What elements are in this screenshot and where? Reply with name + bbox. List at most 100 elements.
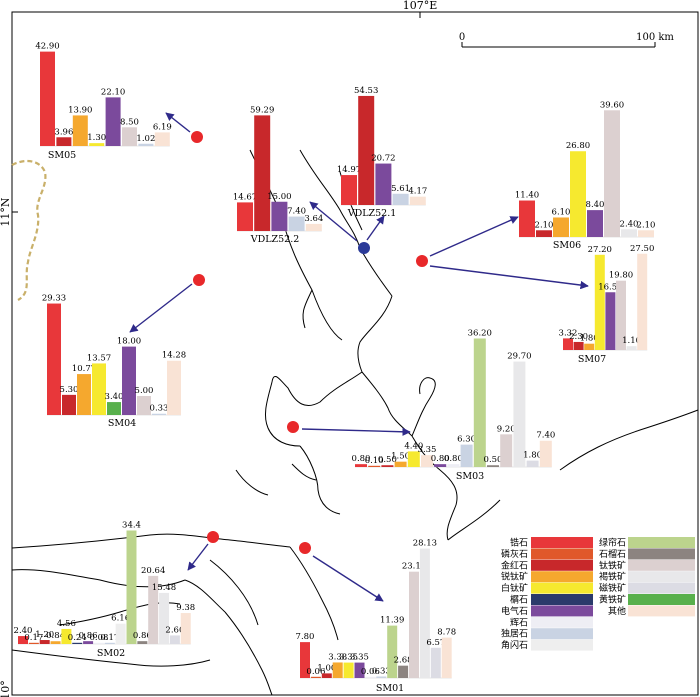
bar-value-label: 2.10 — [637, 220, 656, 230]
legend-swatch — [531, 594, 593, 605]
legend-item: 黄铁矿 — [599, 594, 695, 606]
legend-item: 磷灰石 — [501, 548, 593, 560]
legend-swatch — [628, 582, 695, 594]
bar — [387, 625, 398, 678]
bar-value-label: 0.08 — [89, 633, 108, 643]
bar-value-label: 2.30 — [569, 332, 588, 342]
legend-item: 锆石 — [510, 537, 593, 549]
bar-value-label: 0.86 — [133, 631, 152, 641]
bar — [39, 640, 50, 644]
bar — [638, 230, 654, 237]
legend-swatch — [628, 605, 695, 617]
legend-swatch — [628, 559, 695, 571]
bar — [398, 665, 409, 678]
bar-value-label: 59.29 — [250, 105, 274, 115]
bar-value-label: 1.00 — [317, 663, 336, 673]
bar-value-label: 5.30 — [60, 385, 79, 395]
bar-value-label: 15.48 — [152, 583, 176, 593]
site-sm01 — [299, 542, 311, 554]
bar-value-label: 7.40 — [287, 207, 306, 217]
bar — [137, 641, 148, 644]
bar — [354, 662, 365, 678]
chart-sm05: 42.90 3.96 13.90 1.30 22.10 8.50 1.02 6.19 SM05 — [35, 42, 171, 161]
sample-name: VDLZ52.1 — [347, 208, 397, 219]
bar — [40, 51, 55, 147]
bar-value-label: 36.20 — [468, 328, 492, 338]
bar-value-label: 3.38 — [328, 652, 347, 662]
legend-item: 褐铁矿 — [599, 571, 695, 583]
bar — [28, 642, 39, 644]
bar — [487, 465, 499, 467]
bar — [587, 210, 603, 237]
bar-value-label: 4.56 — [57, 619, 76, 629]
bar — [409, 196, 426, 205]
bar-value-label: 1.80 — [580, 334, 599, 344]
bar-value-label: 0.33 — [372, 666, 391, 676]
legend-label: 辉石 — [510, 617, 528, 628]
lat-label-11: 11°N — [0, 197, 12, 226]
bar — [341, 175, 357, 205]
bar-value-label: 20.72 — [371, 154, 395, 164]
bar-value-label: 11.39 — [380, 616, 404, 626]
bar — [47, 303, 61, 415]
bar-value-label: 6.16 — [111, 614, 130, 624]
bar — [605, 292, 616, 350]
bar-value-label: 2.68 — [394, 656, 413, 666]
legend-label: 榍石 — [510, 594, 528, 606]
legend-label: 锐钛矿 — [501, 571, 528, 583]
legend-swatch — [628, 548, 695, 560]
bar — [343, 662, 354, 678]
bar-value-label: 26.80 — [566, 141, 590, 151]
bar — [358, 95, 375, 205]
lat-label-10: 10° — [0, 680, 12, 697]
legend-swatch — [531, 582, 593, 594]
legend-swatch — [531, 548, 593, 560]
bar-value-label: 6.30 — [457, 435, 476, 445]
bar-value-label: 19.80 — [609, 271, 633, 281]
bar — [107, 402, 121, 415]
bar — [375, 163, 392, 205]
legend-item: 石榴石 — [599, 548, 695, 560]
bar-value-label: 29.70 — [507, 352, 531, 362]
bar — [526, 460, 539, 467]
bar-value-label: 1.80 — [523, 451, 542, 461]
bar — [137, 396, 151, 415]
legend-label: 白钛矿 — [501, 582, 528, 594]
bar — [394, 461, 407, 467]
sample-name: SM06 — [553, 240, 581, 251]
bar — [152, 413, 166, 415]
bar-value-label: 0.80 — [352, 454, 371, 464]
coastlines-rivers — [11, 149, 699, 696]
sample-name: SM04 — [108, 418, 136, 429]
bar — [93, 642, 104, 644]
bar-value-label: 2.60 — [165, 625, 184, 635]
bar-value-label: 42.90 — [35, 42, 59, 52]
bar — [573, 341, 584, 350]
bar-value-label: 9.38 — [176, 603, 195, 613]
bar — [539, 440, 552, 467]
bar — [148, 575, 159, 644]
bar-value-label: 9.20 — [497, 424, 516, 434]
bar — [570, 151, 586, 237]
legend-swatch — [531, 559, 593, 571]
bar-value-label: 0.50 — [484, 455, 503, 465]
bar-value-label: 5.61 — [391, 184, 410, 194]
legend-item: 榍石 — [510, 594, 593, 606]
bar — [434, 464, 447, 467]
chart-sm01: 7.800.061.003.383.353.350.060.3311.392.6… — [296, 539, 457, 694]
bar — [62, 394, 76, 415]
legend-label: 黄铁矿 — [599, 594, 626, 606]
legend-label: 绿帘石 — [599, 537, 626, 549]
bar — [154, 132, 170, 146]
bar-value-label: 3.35 — [418, 445, 437, 455]
legend-item: 锐钛矿 — [501, 571, 593, 583]
bar-value-label: 54.53 — [354, 86, 378, 96]
bar — [473, 338, 486, 467]
bar-value-label: 7.40 — [536, 431, 555, 441]
bar-value-label: 15.00 — [267, 192, 291, 202]
bar-value-label: 6.57 — [426, 638, 445, 648]
bar-value-label: 3.64 — [304, 214, 323, 224]
bar-value-label: 27.20 — [588, 245, 612, 255]
